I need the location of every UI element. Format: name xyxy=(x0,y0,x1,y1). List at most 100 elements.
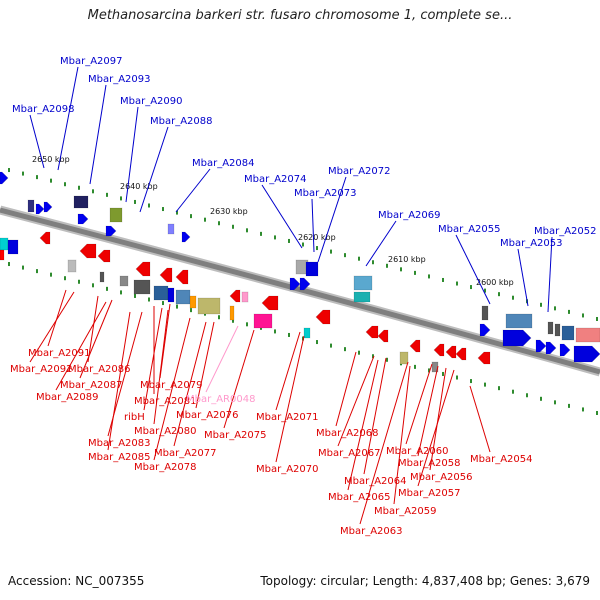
tick-mark-lower xyxy=(442,371,444,376)
reverse-gene-arrow xyxy=(445,345,457,359)
forward-leader-line xyxy=(455,234,491,305)
tick-mark-lower xyxy=(498,386,500,391)
tick-mark-upper xyxy=(442,277,444,282)
reverse-gene-label: Mbar_A2057 xyxy=(398,488,461,499)
tick-mark-lower xyxy=(456,375,458,380)
reverse-gene-box xyxy=(133,279,151,295)
reverse-leader-line xyxy=(173,321,207,447)
reverse-leader-line xyxy=(195,321,215,409)
tick-label: 2640 kbp xyxy=(120,182,158,191)
forward-gene-box xyxy=(561,325,575,341)
forward-gene-arrow xyxy=(502,329,532,347)
forward-leader-line xyxy=(547,236,553,313)
tick-mark-lower xyxy=(596,410,598,415)
reverse-gene-label: Mbar_A2064 xyxy=(344,476,407,487)
reverse-gene-arrow xyxy=(229,289,241,303)
reverse-gene-label: Mbar_A2083 xyxy=(88,438,151,449)
reverse-gene-label: Mbar_A2065 xyxy=(328,492,391,503)
tick-mark-upper xyxy=(302,242,304,247)
tick-mark-upper xyxy=(204,217,206,222)
forward-gene-label: Mbar_A2073 xyxy=(294,188,357,199)
page-title: Methanosarcina barkeri str. fusaro chrom… xyxy=(87,8,513,23)
reverse-gene-box xyxy=(481,305,489,321)
forward-gene-label: Mbar_A2084 xyxy=(192,158,255,169)
tick-mark-upper xyxy=(8,168,10,173)
tick-mark-lower xyxy=(134,293,136,298)
reverse-leader-line xyxy=(363,357,387,475)
reverse-gene-label: Mbar_A2087 xyxy=(60,380,123,391)
forward-leader-line xyxy=(89,84,107,185)
tick-mark-upper xyxy=(190,214,192,219)
reverse-leader-line xyxy=(143,307,163,411)
tick-mark-lower xyxy=(120,290,122,295)
reverse-gene-label: Mbar_A2054 xyxy=(470,454,533,465)
reverse-leader-line xyxy=(347,359,379,491)
forward-leader-line xyxy=(175,168,211,213)
tick-mark-upper xyxy=(162,207,164,212)
reverse-leader-line xyxy=(153,309,169,425)
tick-mark-lower xyxy=(386,357,388,362)
forward-leader-line xyxy=(517,248,529,307)
tick-mark-upper xyxy=(148,203,150,208)
reverse-leader-line xyxy=(359,361,409,525)
reverse-gene-label: Mbar_A2068 xyxy=(316,428,379,439)
tick-mark-upper xyxy=(50,178,52,183)
tick-mark-lower xyxy=(330,343,332,348)
tick-label: 2620 kbp xyxy=(298,233,336,242)
forward-gene-box xyxy=(73,195,89,209)
forward-leader-line xyxy=(57,66,79,171)
forward-gene-arrow xyxy=(181,231,191,243)
reverse-leader-line xyxy=(337,355,375,447)
tick-mark-lower xyxy=(274,329,276,334)
tick-mark-lower xyxy=(288,332,290,337)
forward-gene-box xyxy=(505,313,533,329)
tick-mark-upper xyxy=(176,210,178,215)
forward-gene-arrow xyxy=(289,277,301,291)
tick-mark-upper xyxy=(246,228,248,233)
reverse-gene-label: Mbar_A2080 xyxy=(134,426,197,437)
reverse-gene-label: Mbar_A2060 xyxy=(386,446,449,457)
reverse-gene-arrow xyxy=(409,339,421,353)
reverse-leader-line xyxy=(417,369,455,487)
accession-label: Accession: NC_007355 xyxy=(8,574,145,588)
forward-gene-arrow xyxy=(535,339,547,353)
tick-mark-lower xyxy=(316,340,318,345)
tick-mark-upper xyxy=(596,316,598,321)
reverse-gene-box xyxy=(0,249,5,261)
tick-mark-lower xyxy=(50,272,52,277)
tick-mark-upper xyxy=(372,260,374,265)
reverse-gene-arrow xyxy=(365,325,379,339)
reverse-leader-line xyxy=(55,301,107,391)
forward-gene-arrow xyxy=(479,323,491,337)
reverse-leader-line xyxy=(29,291,75,363)
reverse-gene-label: Mbar_A2059 xyxy=(374,506,437,517)
reverse-gene-box xyxy=(197,297,221,315)
tick-mark-lower xyxy=(92,283,94,288)
tick-mark-upper xyxy=(554,306,556,311)
reverse-gene-label: ribH xyxy=(124,412,145,423)
forward-leader-line xyxy=(29,114,45,169)
forward-gene-box xyxy=(109,207,123,223)
tick-mark-lower xyxy=(512,389,514,394)
reverse-gene-label: Mbar_A2071 xyxy=(256,412,319,423)
reverse-gene-label: Mbar_A2058 xyxy=(398,458,461,469)
tick-mark-upper xyxy=(288,238,290,243)
reverse-gene-box xyxy=(253,313,273,329)
tick-mark-upper xyxy=(36,175,38,180)
reverse-gene-arrow xyxy=(135,261,151,277)
tick-mark-lower xyxy=(372,354,374,359)
tick-mark-upper xyxy=(120,196,122,201)
reverse-gene-arrow xyxy=(159,267,173,283)
tick-mark-upper xyxy=(414,270,416,275)
tick-label: 2610 kbp xyxy=(388,255,426,264)
tick-mark-lower xyxy=(22,265,24,270)
tick-mark-lower xyxy=(414,364,416,369)
tick-mark-upper xyxy=(232,224,234,229)
reverse-leader-line xyxy=(223,329,255,429)
tick-mark-lower xyxy=(218,315,220,320)
reverse-leader-line xyxy=(405,363,433,445)
tick-mark-lower xyxy=(358,350,360,355)
reverse-gene-box xyxy=(67,259,77,273)
reverse-leader-line xyxy=(393,365,411,505)
reverse-gene-label: Mbar_A2063 xyxy=(340,526,403,537)
